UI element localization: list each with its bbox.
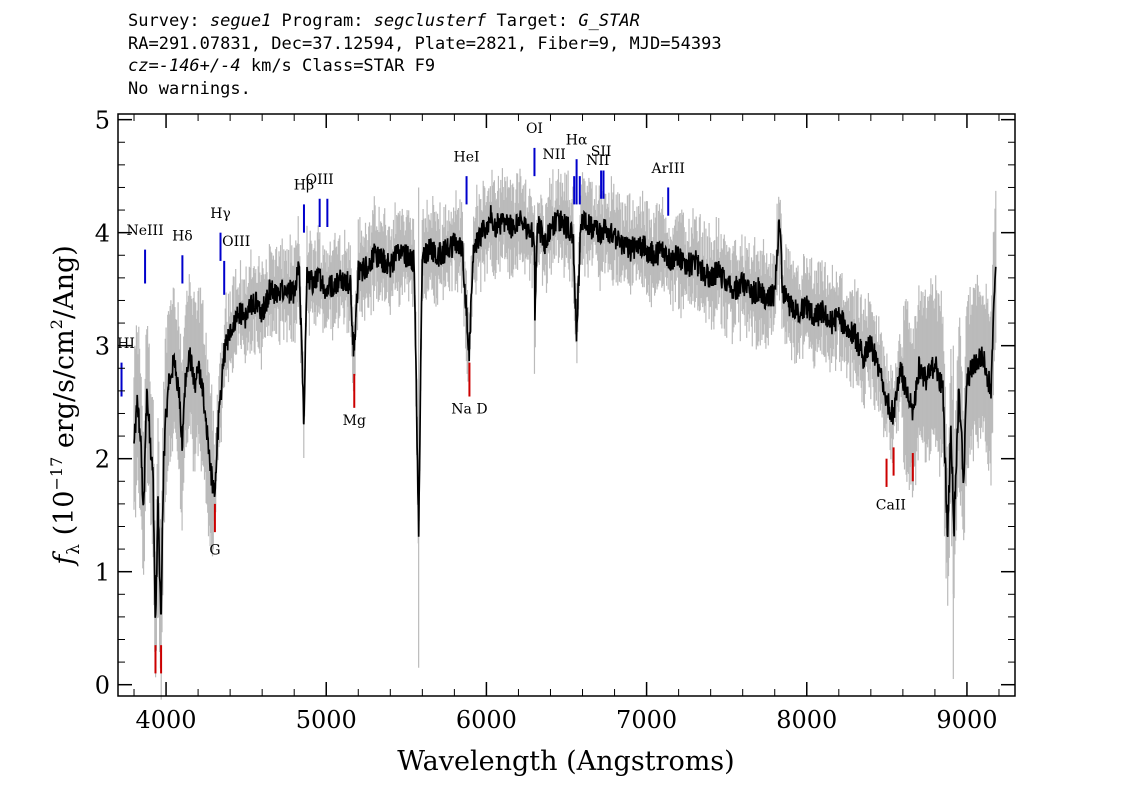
target-label: Target: xyxy=(486,11,579,31)
y-axis-label: fλ (10−17 erg/s/cm2/Ang) xyxy=(47,245,84,567)
survey-label: Survey: xyxy=(128,11,210,31)
line-marker-label: CaII xyxy=(876,498,906,514)
line-marker-label: NII xyxy=(543,147,566,163)
line-marker-label: Hγ xyxy=(210,206,231,222)
cz-value: -146+/-4 xyxy=(158,56,241,76)
header-line-warnings: No warnings. xyxy=(128,78,251,99)
x-tick-label: 4000 xyxy=(136,706,197,734)
x-tick-label: 9000 xyxy=(936,706,997,734)
x-tick-label: 5000 xyxy=(296,706,357,734)
line-marker-label: HI xyxy=(117,336,135,352)
header-line-coords: RA=291.07831, Dec=37.12594, Plate=2821, … xyxy=(128,33,722,54)
class-text: km/s Class=STAR F9 xyxy=(240,56,436,76)
line-marker-label: Hα xyxy=(566,133,588,149)
line-marker-label: SII xyxy=(591,144,612,160)
x-tick-label: 8000 xyxy=(776,706,837,734)
x-axis-label: Wavelength (Angstroms) xyxy=(397,746,734,777)
line-marker-label: Na D xyxy=(451,401,487,417)
line-marker-label: NII xyxy=(586,153,609,169)
error-band-layer xyxy=(133,168,997,700)
x-tick-label: 7000 xyxy=(616,706,677,734)
line-marker-label: G xyxy=(209,543,220,559)
line-marker-label: Hδ xyxy=(172,229,193,245)
plot-frame xyxy=(117,113,1016,697)
line-marker-label: Hβ xyxy=(294,178,314,194)
line-marker-label: OIII xyxy=(306,172,334,188)
header-line-redshift: cz=-146+/-4 km/s Class=STAR F9 xyxy=(128,55,722,78)
axis-layer: 4000 5000 6000 7000 8000 9000 0 1 2 3 4 5 xyxy=(95,107,1015,734)
y-tick-label: 0 xyxy=(95,672,110,700)
line-marker-label: Mg xyxy=(343,413,366,429)
flux-line-layer xyxy=(133,205,997,618)
y-tick-label: 5 xyxy=(95,107,110,135)
line-marker-label: ArIII xyxy=(651,161,685,177)
y-tick-label: 4 xyxy=(95,220,110,248)
line-marker-label: HeI xyxy=(454,149,480,165)
line-marker-label: NeIII xyxy=(126,223,163,239)
y-tick-label: 2 xyxy=(95,446,110,474)
line-marker-label: OIII xyxy=(222,234,250,250)
program-value: segclusterf xyxy=(373,11,487,31)
survey-value: segue1 xyxy=(209,11,272,31)
y-tick-label: 3 xyxy=(95,333,110,361)
svg-text:fλ (10−17 erg/s/cm2/Ang): fλ (10−17 erg/s/cm2/Ang) xyxy=(47,245,84,567)
y-tick-label: 1 xyxy=(95,559,110,587)
line-marker-label: OI xyxy=(526,121,543,137)
flux-line xyxy=(133,205,997,618)
header-line-survey: Survey: segue1 Program: segclusterf Targ… xyxy=(128,10,722,33)
x-tick-label: 6000 xyxy=(456,706,517,734)
cz-label: cz= xyxy=(128,56,159,76)
program-label: Program: xyxy=(271,11,374,31)
spectrum-header: Survey: segue1 Program: segclusterf Targ… xyxy=(128,10,722,100)
target-value: G_STAR xyxy=(578,11,640,31)
